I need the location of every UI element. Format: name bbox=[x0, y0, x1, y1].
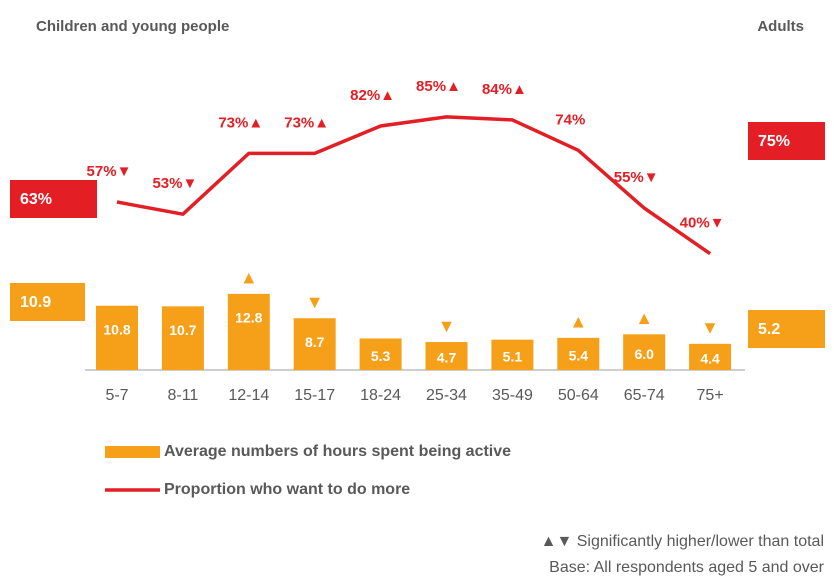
total-label: 10.9 bbox=[20, 294, 51, 311]
line-label: 73%▲ bbox=[284, 114, 329, 131]
left-heading: Children and young people bbox=[36, 18, 229, 35]
line-label: 74% bbox=[555, 111, 585, 128]
significance-marker: ▲ bbox=[446, 78, 461, 95]
line-label: 40%▼ bbox=[680, 215, 725, 232]
line bbox=[116, 115, 712, 256]
x-tick-label: 75+ bbox=[697, 387, 724, 404]
line-label: 57%▼ bbox=[87, 163, 132, 180]
legend-label: Average numbers of hours spent being act… bbox=[164, 443, 511, 460]
right-heading: Adults bbox=[757, 18, 804, 35]
bar bbox=[293, 318, 336, 370]
line-label: 55%▼ bbox=[614, 169, 659, 186]
line-value-label: 55% bbox=[614, 169, 644, 186]
bar-label: 5.4 bbox=[569, 348, 589, 364]
significance-marker: ▲ bbox=[240, 268, 258, 288]
bar bbox=[161, 306, 204, 370]
x-tick-label: 18-24 bbox=[360, 387, 401, 404]
bar-label: 8.7 bbox=[305, 334, 325, 350]
line-value-label: 40% bbox=[680, 215, 710, 232]
line-value-label: 73% bbox=[284, 114, 314, 131]
x-tick-label: 8-11 bbox=[167, 387, 198, 404]
line-label: 84%▲ bbox=[482, 81, 527, 98]
total-label: 63% bbox=[20, 191, 52, 208]
bar-label: 10.7 bbox=[169, 322, 196, 338]
significance-marker: ▼ bbox=[117, 163, 132, 180]
total-box bbox=[10, 180, 97, 218]
x-tick-label: 15-17 bbox=[294, 387, 335, 404]
line-value-label: 57% bbox=[87, 163, 117, 180]
note: Base: All respondents aged 5 and over bbox=[549, 559, 825, 576]
bar-label: 12.8 bbox=[235, 310, 262, 326]
significance-marker: ▲ bbox=[569, 312, 587, 332]
significance-marker: ▲ bbox=[635, 308, 653, 328]
total-box bbox=[748, 310, 825, 348]
bar bbox=[227, 293, 270, 370]
x-tick-label: 25-34 bbox=[426, 387, 467, 404]
bar-label: 6.0 bbox=[634, 346, 654, 362]
significance-marker: ▼ bbox=[701, 318, 719, 338]
bar-label: 10.8 bbox=[103, 321, 130, 337]
line-value-label: 73% bbox=[218, 114, 248, 131]
line-label: 82%▲ bbox=[350, 87, 395, 104]
total-box bbox=[748, 122, 825, 160]
bar-label: 5.3 bbox=[371, 348, 391, 364]
line-value-label: 74% bbox=[555, 111, 585, 128]
significance-marker: ▼ bbox=[438, 316, 456, 336]
bar bbox=[491, 339, 534, 370]
bar-label: 5.1 bbox=[503, 349, 523, 365]
bar bbox=[425, 342, 468, 370]
line-value-label: 53% bbox=[152, 175, 182, 192]
line-label: 73%▲ bbox=[218, 114, 263, 131]
line-value-label: 82% bbox=[350, 87, 380, 104]
significance-marker: ▼ bbox=[644, 169, 659, 186]
significance-marker: ▲ bbox=[512, 81, 527, 98]
total-label: 5.2 bbox=[758, 321, 780, 338]
x-tick-label: 5-7 bbox=[105, 387, 128, 404]
bar bbox=[689, 343, 732, 370]
bar bbox=[623, 334, 666, 370]
legend-label: Proportion who want to do more bbox=[164, 481, 410, 498]
line-value-label: 84% bbox=[482, 81, 512, 98]
bar-label: 4.4 bbox=[700, 351, 720, 367]
note: ▲▼ Significantly higher/lower than total bbox=[541, 533, 824, 550]
bar-label: 4.7 bbox=[437, 350, 457, 366]
significance-marker: ▲ bbox=[380, 87, 395, 104]
significance-marker: ▲ bbox=[314, 114, 329, 131]
line-label: 85%▲ bbox=[416, 78, 461, 95]
bar bbox=[96, 305, 138, 370]
line-value-label: 85% bbox=[416, 78, 446, 95]
x-tick-label: 50-64 bbox=[558, 387, 599, 404]
legend-swatch bbox=[105, 446, 160, 458]
significance-marker: ▼ bbox=[306, 292, 324, 312]
x-tick-label: 65-74 bbox=[624, 387, 665, 404]
significance-marker: ▼ bbox=[710, 215, 725, 232]
significance-marker: ▼ bbox=[182, 175, 197, 192]
bar bbox=[359, 338, 402, 370]
total-label: 75% bbox=[758, 133, 790, 150]
significance-marker: ▲ bbox=[248, 114, 263, 131]
x-tick-label: 35-49 bbox=[492, 387, 533, 404]
total-box bbox=[10, 283, 85, 321]
bar bbox=[557, 337, 600, 370]
x-tick-label: 12-14 bbox=[228, 387, 269, 404]
line-label: 53%▼ bbox=[152, 175, 197, 192]
